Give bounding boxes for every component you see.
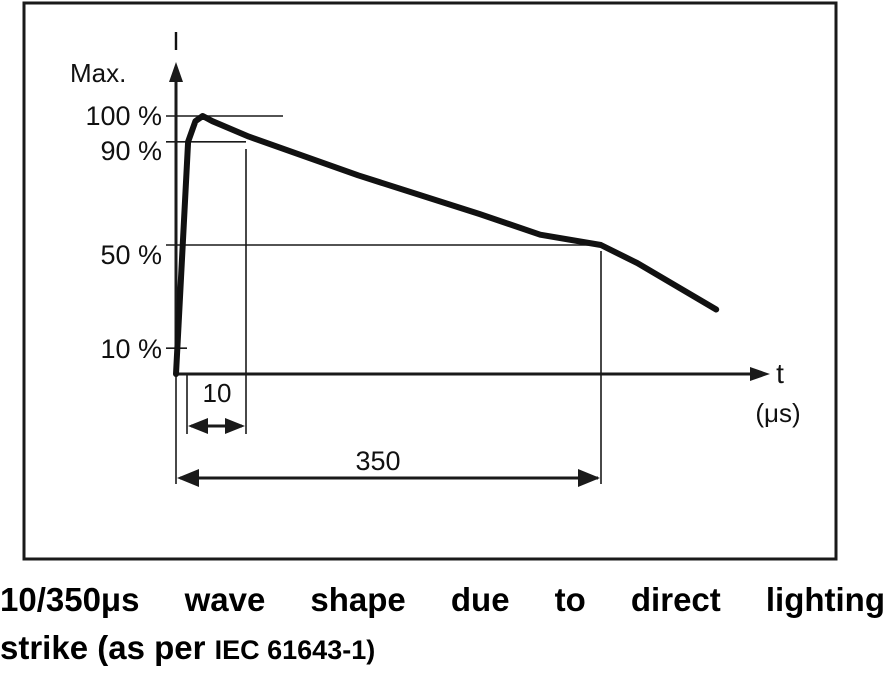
x-axis-symbol: t — [776, 358, 784, 389]
caption-line-2: strike (as per IEC 61643-1) — [0, 624, 885, 674]
level-label-50: 50 % — [100, 240, 162, 270]
figure-frame — [22, 1, 838, 561]
y-axis-max-label: Max. — [70, 58, 126, 88]
caption-line-2-main: strike (as per — [0, 629, 206, 666]
half-value-time-label: 350 — [355, 446, 400, 476]
half-value-dimension-arrow — [177, 469, 600, 487]
front-time-dimension-arrow — [188, 418, 245, 434]
front-time-label: 10 — [203, 378, 232, 408]
x-axis-arrowhead — [750, 367, 770, 381]
x-axis-unit: (μs) — [755, 398, 800, 428]
level-label-10: 10 % — [100, 334, 162, 364]
y-axis-arrowhead — [169, 62, 183, 82]
level-label-100: 100 % — [85, 101, 162, 131]
caption-line-1: 10/350μs wave shape due to direct lighti… — [0, 581, 885, 618]
y-axis-symbol: I — [172, 26, 179, 56]
level-label-90: 90 % — [100, 136, 162, 166]
figure-caption: 10/350μs wave shape due to direct lighti… — [0, 576, 885, 674]
waveform-diagram: I Max. 100 % 90 % 50 % 10 % t (μs) 10 35… — [22, 1, 838, 561]
caption-standard-reference: IEC 61643-1) — [214, 635, 376, 665]
waveform-curve — [173, 113, 720, 377]
